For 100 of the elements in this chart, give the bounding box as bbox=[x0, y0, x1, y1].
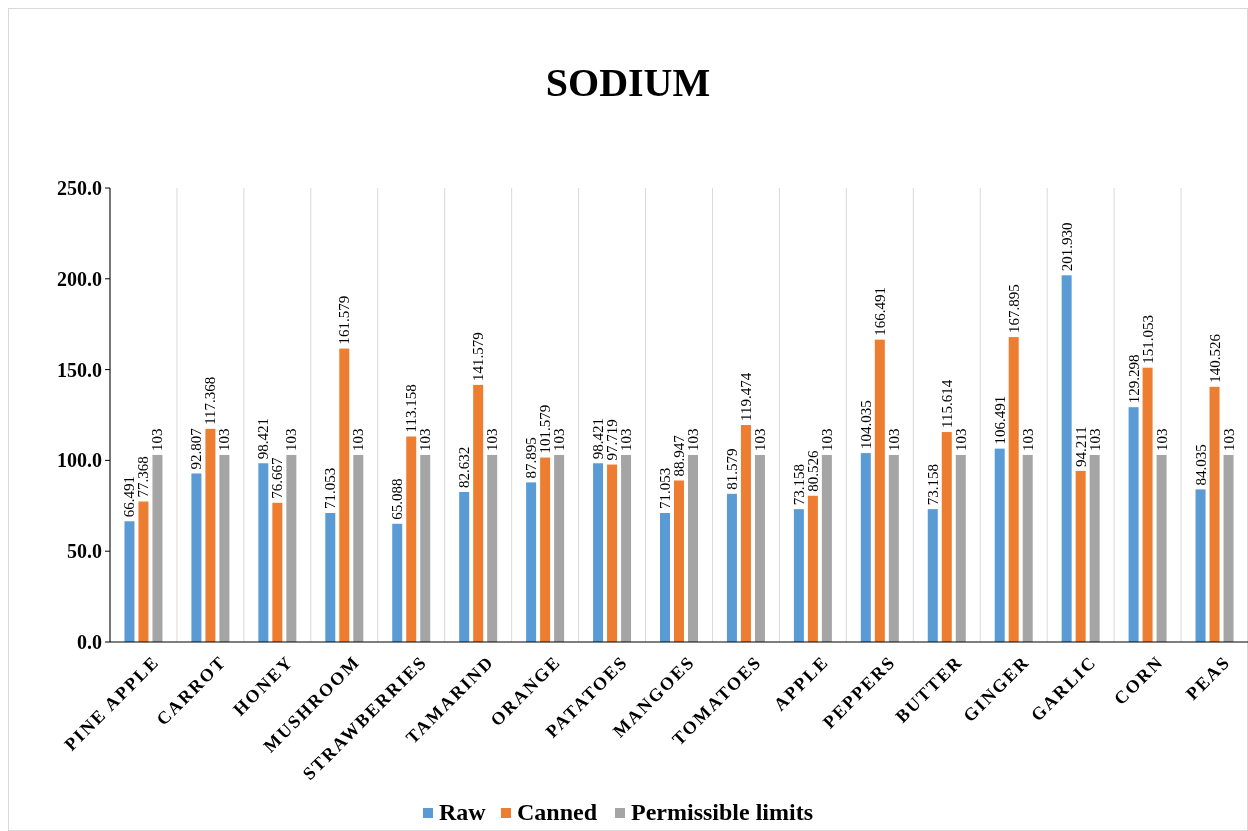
bar bbox=[660, 512, 670, 642]
data-label: 103 bbox=[618, 428, 635, 451]
data-label: 129.298 bbox=[1125, 354, 1142, 404]
data-label: 77.368 bbox=[135, 456, 152, 498]
data-label: 103 bbox=[751, 428, 768, 451]
data-label: 103 bbox=[551, 428, 568, 451]
data-label: 103 bbox=[885, 428, 902, 451]
chart-title: SODIUM bbox=[545, 60, 711, 105]
bar bbox=[219, 454, 230, 642]
bar bbox=[874, 339, 885, 642]
bar bbox=[540, 457, 551, 642]
data-label: 115.614 bbox=[938, 379, 955, 429]
data-label: 103 bbox=[685, 428, 701, 451]
bar bbox=[152, 454, 163, 642]
data-label: 101.579 bbox=[537, 404, 554, 454]
data-label: 98.421 bbox=[590, 418, 607, 460]
data-label: 94.211 bbox=[1072, 426, 1089, 467]
bar bbox=[941, 432, 952, 642]
data-label: 66.491 bbox=[121, 476, 138, 518]
bar bbox=[807, 495, 818, 642]
data-label: 103 bbox=[417, 428, 434, 451]
bar bbox=[607, 464, 618, 642]
bar bbox=[726, 493, 737, 642]
data-label: 103 bbox=[818, 428, 835, 451]
data-label: 103 bbox=[1153, 428, 1170, 451]
data-label: 98.421 bbox=[255, 418, 272, 460]
bar bbox=[955, 454, 966, 642]
y-tick-label: 50.0 bbox=[67, 540, 102, 563]
bar bbox=[554, 454, 565, 642]
data-label: 151.053 bbox=[1139, 314, 1156, 364]
bar bbox=[1061, 275, 1072, 642]
bar bbox=[888, 454, 899, 642]
data-label: 82.632 bbox=[456, 446, 473, 488]
bar bbox=[821, 454, 832, 642]
data-label: 88.947 bbox=[671, 434, 687, 477]
bar bbox=[325, 512, 336, 642]
bar bbox=[1156, 454, 1167, 642]
data-label: 119.474 bbox=[737, 372, 754, 422]
bar bbox=[1142, 367, 1153, 642]
data-label: 81.579 bbox=[723, 448, 740, 490]
y-tick-label: 0.0 bbox=[77, 631, 102, 653]
data-label: 103 bbox=[1019, 428, 1036, 451]
bar bbox=[674, 480, 684, 642]
bar bbox=[1089, 454, 1100, 642]
data-label: 117.368 bbox=[202, 376, 219, 425]
data-label: 140.526 bbox=[1206, 333, 1223, 383]
data-label: 84.035 bbox=[1192, 444, 1209, 486]
bar bbox=[1195, 489, 1206, 642]
bar bbox=[593, 463, 604, 642]
data-label: 97.719 bbox=[604, 419, 621, 461]
data-label: 76.667 bbox=[269, 457, 286, 499]
data-label: 87.895 bbox=[523, 437, 540, 479]
data-label: 103 bbox=[952, 428, 969, 451]
bar bbox=[392, 523, 403, 642]
y-tick-label: 150.0 bbox=[57, 358, 102, 381]
data-label: 65.088 bbox=[389, 478, 406, 520]
data-label: 201.930 bbox=[1058, 222, 1075, 272]
data-label: 161.579 bbox=[336, 295, 353, 345]
data-label: 71.053 bbox=[657, 467, 673, 509]
bar bbox=[286, 454, 297, 642]
data-label: 167.895 bbox=[1005, 284, 1022, 334]
bar bbox=[1223, 454, 1234, 642]
y-tick-label: 200.0 bbox=[57, 267, 102, 290]
bar bbox=[353, 454, 364, 642]
data-label: 103 bbox=[216, 428, 233, 451]
data-label: 103 bbox=[1086, 428, 1103, 451]
bar bbox=[339, 348, 350, 642]
data-label: 166.491 bbox=[871, 286, 888, 336]
legend-label: Raw bbox=[439, 799, 487, 825]
y-tick-label: 100.0 bbox=[57, 449, 102, 472]
bar bbox=[258, 463, 269, 642]
bar bbox=[473, 384, 484, 642]
bar bbox=[1022, 454, 1033, 642]
data-label: 141.579 bbox=[470, 332, 487, 381]
bar bbox=[138, 501, 149, 642]
data-label: 92.807 bbox=[188, 427, 205, 470]
bar bbox=[526, 482, 537, 642]
bar bbox=[191, 473, 202, 642]
data-label: 103 bbox=[283, 428, 300, 451]
bar bbox=[927, 509, 938, 642]
bar bbox=[1008, 337, 1019, 642]
bar bbox=[124, 521, 135, 642]
bar bbox=[1075, 470, 1086, 642]
data-label: 103 bbox=[350, 428, 367, 451]
data-label: 103 bbox=[1220, 428, 1237, 451]
bar bbox=[994, 448, 1005, 642]
data-label: 73.158 bbox=[790, 463, 807, 506]
data-label: 106.491 bbox=[991, 395, 1008, 445]
bar bbox=[740, 425, 751, 642]
bar bbox=[621, 454, 632, 642]
legend-label: Permissible limits bbox=[631, 799, 813, 825]
bar bbox=[205, 428, 216, 642]
bar bbox=[406, 436, 417, 642]
bar bbox=[1128, 407, 1139, 642]
bar bbox=[1209, 386, 1220, 642]
bar bbox=[487, 454, 498, 642]
data-label: 80.526 bbox=[804, 450, 821, 492]
data-label: 103 bbox=[149, 428, 166, 451]
data-label: 73.158 bbox=[924, 463, 941, 506]
bar bbox=[420, 454, 431, 642]
